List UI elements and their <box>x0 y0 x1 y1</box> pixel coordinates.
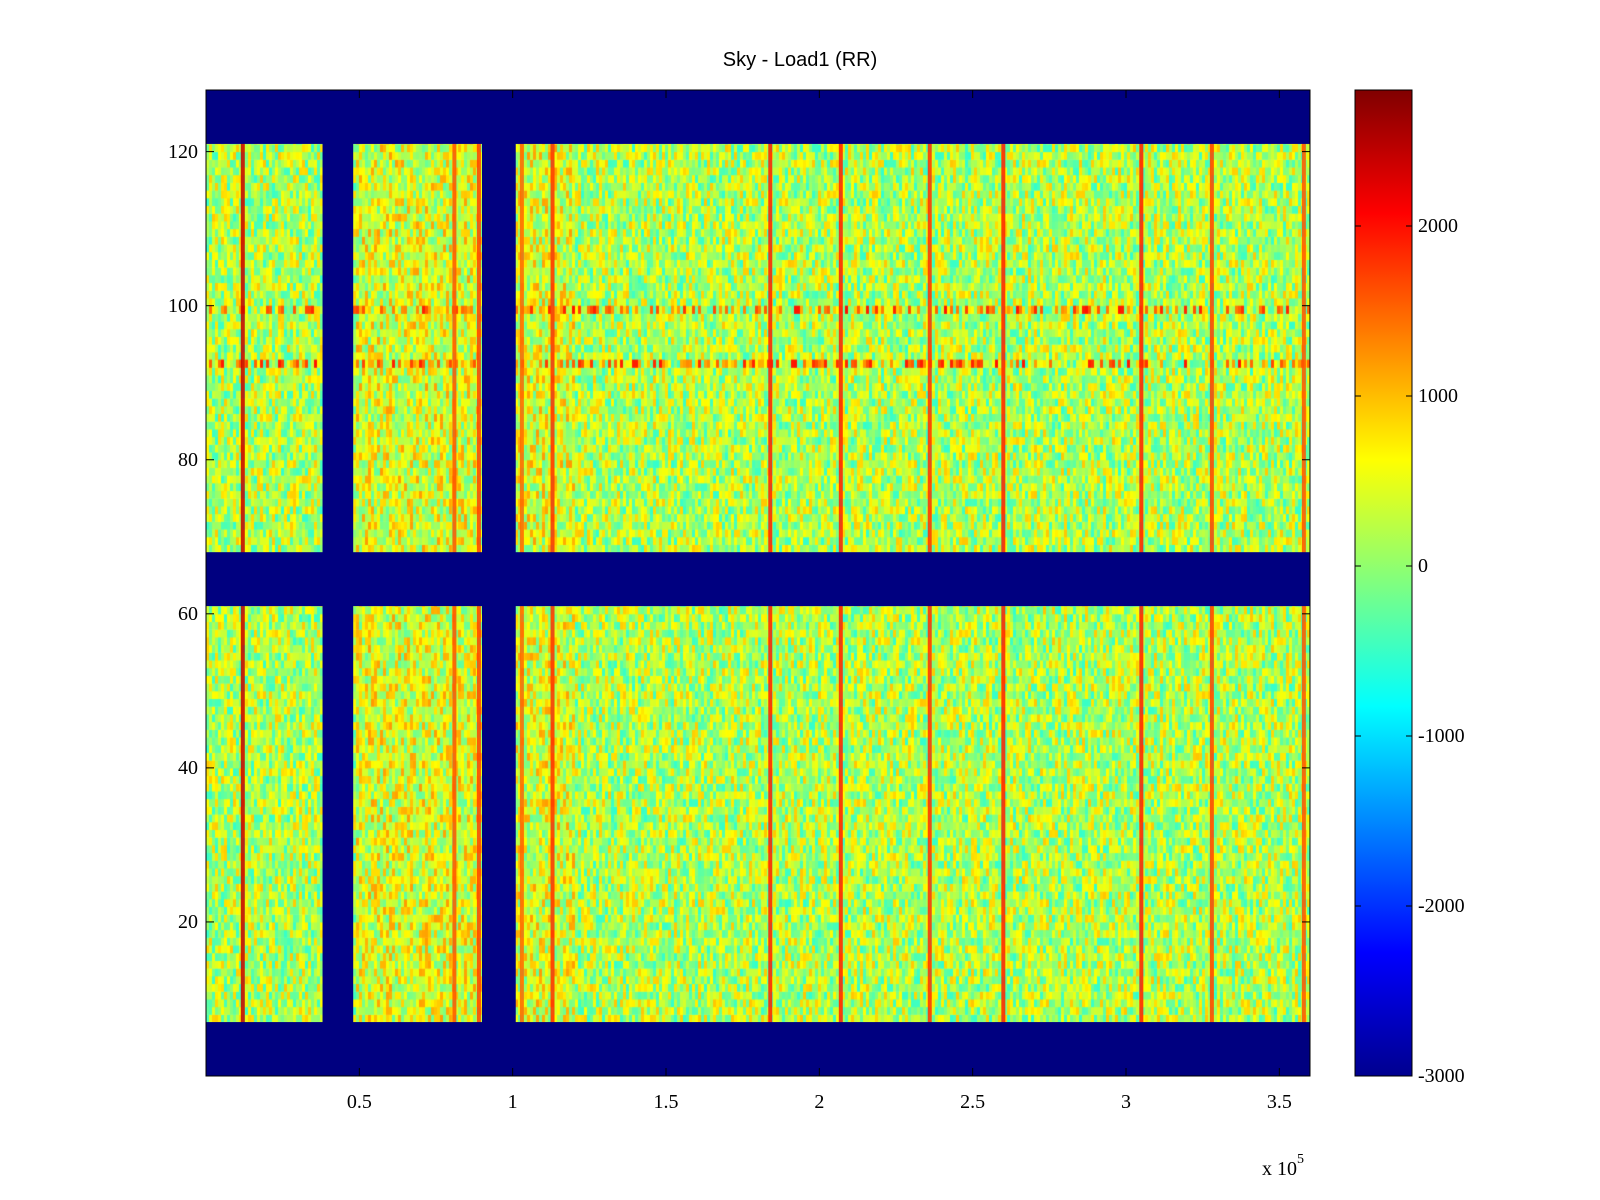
x-tick-label: 2.5 <box>960 1091 986 1113</box>
y-tick-label: 80 <box>178 448 198 471</box>
x-tick-label: 3.5 <box>1266 1091 1292 1113</box>
x-axis-multiplier: x 105 <box>1262 1152 1304 1181</box>
colorbar-tick-label: 0 <box>1418 555 1428 577</box>
y-tick-label: 20 <box>178 910 198 933</box>
colorbar <box>1354 89 1413 1077</box>
x-multiplier-exponent: 5 <box>1297 1152 1304 1167</box>
x-tick-label: 1 <box>507 1091 518 1113</box>
colorbar-tick-label: 1000 <box>1418 385 1458 407</box>
colorbar-tick-label: 2000 <box>1418 215 1458 237</box>
x-tick-label: 2 <box>814 1091 825 1113</box>
axes <box>205 89 1311 1077</box>
y-tick-label: 60 <box>178 602 198 625</box>
y-tick-label: 100 <box>168 294 198 317</box>
heatmap-image <box>206 90 1310 1076</box>
x-multiplier-base: x 10 <box>1262 1158 1297 1180</box>
x-tick-label: 1.5 <box>653 1091 679 1113</box>
x-tick-label: 3 <box>1121 1091 1131 1113</box>
y-tick-label: 40 <box>178 756 198 779</box>
masked-channel-band-2 <box>206 90 1310 144</box>
colorbar-tick-label: -2000 <box>1418 895 1465 917</box>
plot-frame <box>205 89 1311 1077</box>
x-tick-label: 0.5 <box>346 1091 372 1113</box>
masked-channel-band-1 <box>206 552 1310 607</box>
colorbar-tick-label: -3000 <box>1418 1065 1465 1087</box>
masked-channel-band-0 <box>206 1022 1310 1076</box>
colorbar-tick-label: -1000 <box>1418 725 1465 747</box>
colorbar-gradient <box>1354 89 1413 1077</box>
chart-title: Sky - Load1 (RR) <box>722 49 878 71</box>
y-tick-label: 120 <box>168 140 198 163</box>
